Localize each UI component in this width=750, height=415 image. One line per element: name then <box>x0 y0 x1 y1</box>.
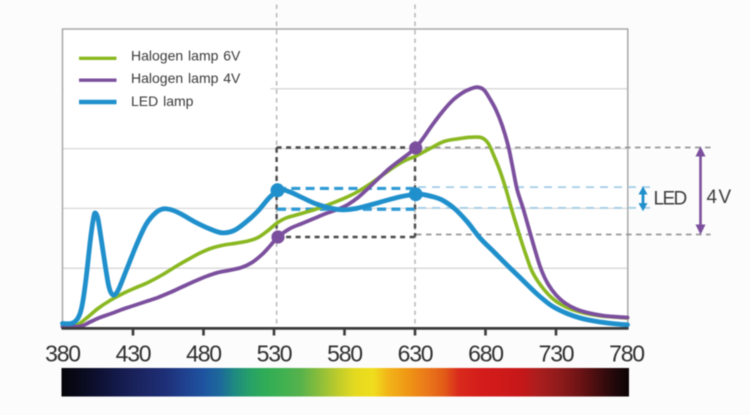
svg-text:LED: LED <box>654 189 687 210</box>
svg-text:480: 480 <box>186 341 221 367</box>
svg-text:530: 530 <box>257 341 292 367</box>
svg-text:4: 4 <box>707 187 718 208</box>
svg-text:Halogen lamp 4V: Halogen lamp 4V <box>131 70 241 86</box>
svg-text:V: V <box>719 187 732 208</box>
svg-text:780: 780 <box>609 341 644 367</box>
svg-text:Halogen lamp 6V: Halogen lamp 6V <box>131 47 241 63</box>
svg-text:680: 680 <box>468 341 503 367</box>
svg-text:730: 730 <box>539 341 574 367</box>
svg-text:630: 630 <box>398 341 433 367</box>
svg-text:580: 580 <box>327 341 362 367</box>
svg-text:430: 430 <box>116 341 151 367</box>
svg-text:LED lamp: LED lamp <box>131 93 194 109</box>
svg-text:380: 380 <box>45 341 80 367</box>
